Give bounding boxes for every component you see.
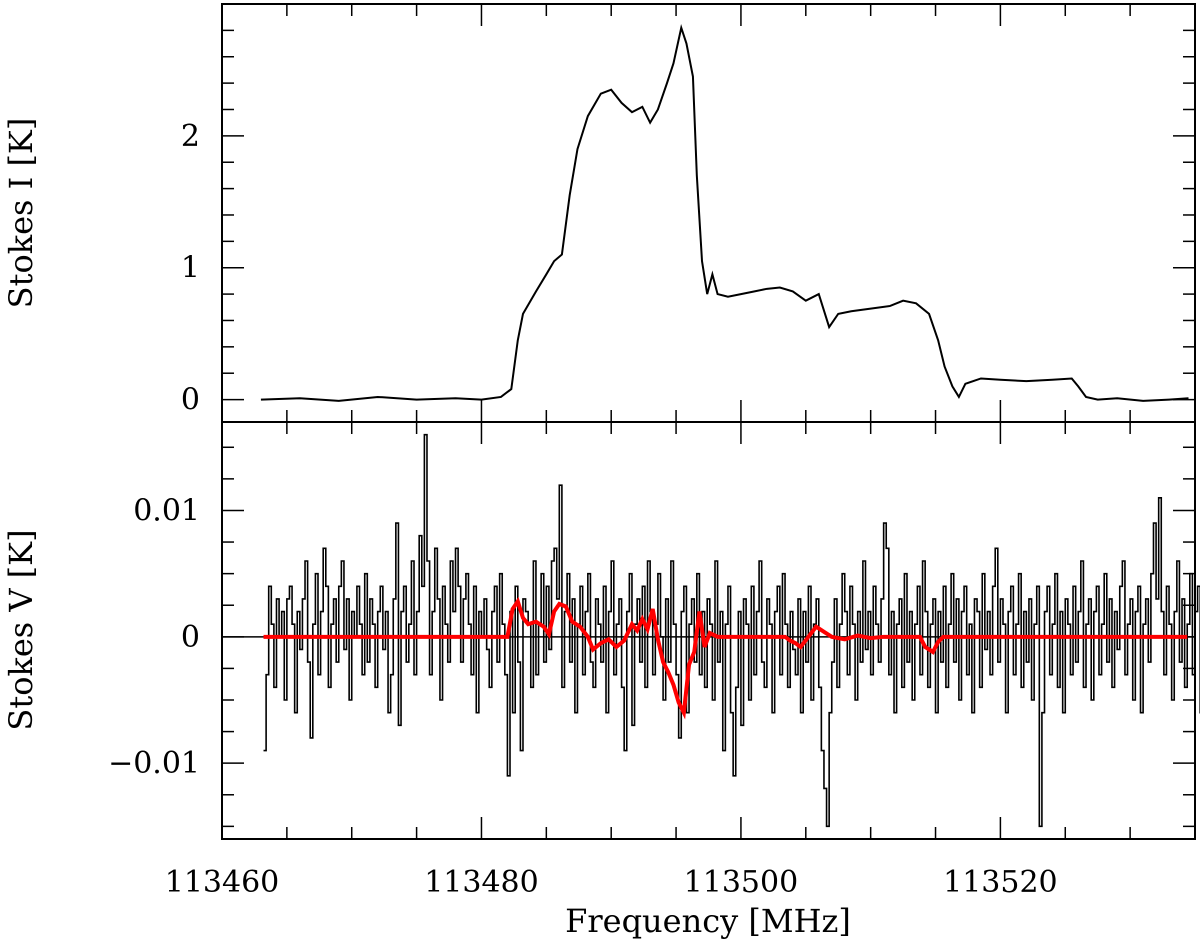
y-tick-label: 0.01 xyxy=(133,493,200,528)
bottom-y-tick-labels: −0.01 0 0.01 xyxy=(108,493,200,781)
stokes-v-histogram xyxy=(263,433,1200,828)
y-tick-label: 0 xyxy=(181,620,200,655)
x-tick-labels: 113460 113480 113500 113520 xyxy=(165,865,1058,900)
top-y-tick-labels: 0 1 2 xyxy=(181,119,200,418)
y-tick-label: −0.01 xyxy=(108,746,200,781)
stokes-i-line xyxy=(260,23,1189,402)
x-tick-label: 113500 xyxy=(684,865,799,900)
top-panel: 0 1 2 Stokes I [K] xyxy=(2,3,1196,423)
top-y-axis-label: Stokes I [K] xyxy=(2,118,40,309)
bottom-panel-frame xyxy=(221,421,1196,840)
stokes-i-series xyxy=(260,23,1189,402)
stokes-v-model-line xyxy=(263,596,1188,720)
x-tick-label: 113480 xyxy=(424,865,539,900)
y-tick-label: 2 xyxy=(181,119,200,154)
stokes-v-series xyxy=(263,433,1200,828)
top-panel-ticks xyxy=(221,3,1196,422)
x-tick-label: 113460 xyxy=(165,865,280,900)
top-panel-frame xyxy=(221,3,1196,423)
y-tick-label: 1 xyxy=(181,251,200,286)
x-tick-label: 113520 xyxy=(943,865,1058,900)
y-tick-label: 0 xyxy=(181,383,200,418)
bottom-panel: −0.01 0 0.01 113460 113480 113500 113520 Stok… xyxy=(2,421,1200,940)
bottom-y-axis-label: Stokes V [K] xyxy=(2,529,40,730)
x-axis-label: Frequency [MHz] xyxy=(565,902,851,940)
